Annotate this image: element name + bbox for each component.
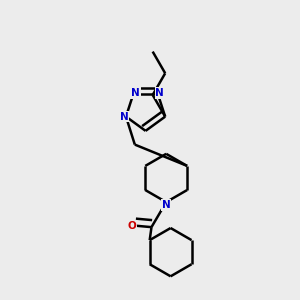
Text: N: N bbox=[162, 200, 171, 210]
Text: N: N bbox=[119, 112, 128, 122]
Text: N: N bbox=[131, 88, 140, 98]
Text: O: O bbox=[128, 221, 136, 231]
Text: N: N bbox=[155, 88, 164, 98]
